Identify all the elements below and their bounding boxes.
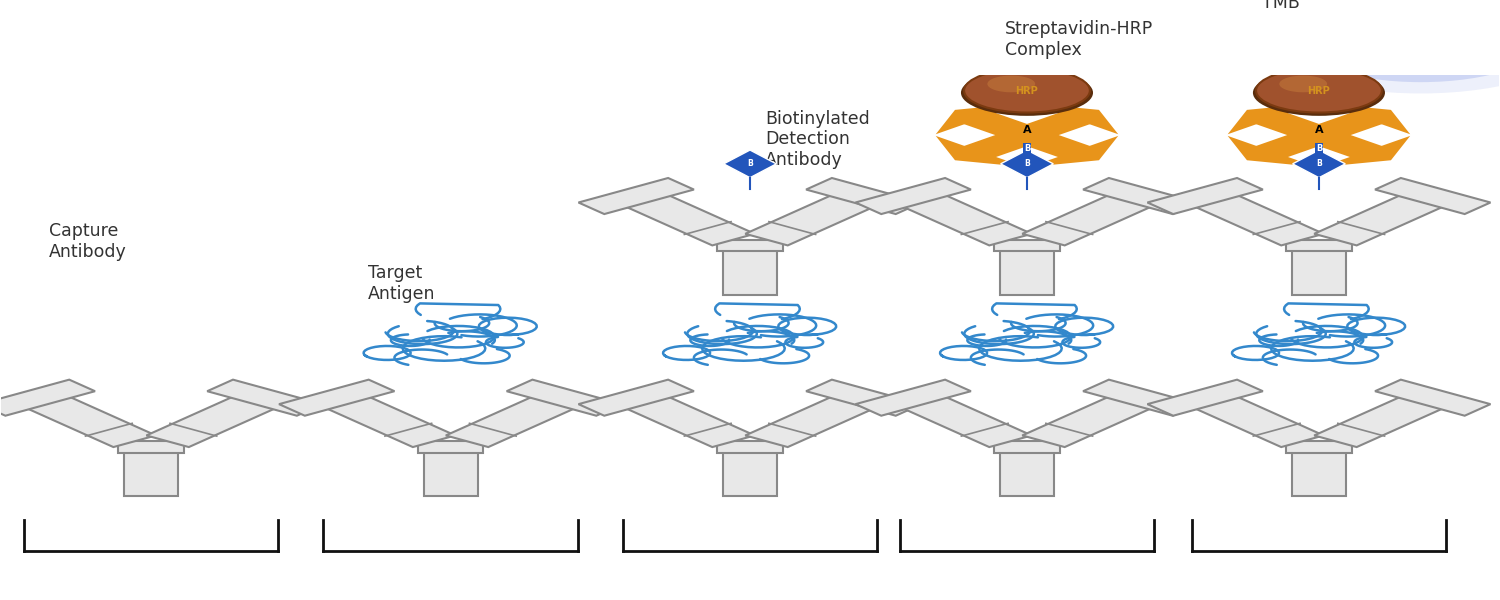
Polygon shape — [1011, 130, 1094, 158]
Polygon shape — [717, 441, 783, 453]
Polygon shape — [147, 394, 280, 447]
Polygon shape — [417, 441, 483, 453]
Circle shape — [1252, 70, 1384, 116]
Polygon shape — [1148, 380, 1263, 416]
Polygon shape — [207, 380, 322, 416]
Polygon shape — [717, 239, 783, 251]
Polygon shape — [994, 441, 1060, 453]
Text: Target
Antigen: Target Antigen — [368, 264, 435, 302]
Polygon shape — [1286, 441, 1352, 453]
Polygon shape — [1000, 150, 1053, 178]
Circle shape — [1377, 23, 1464, 53]
Circle shape — [1412, 35, 1430, 41]
Text: B: B — [1024, 143, 1030, 152]
Polygon shape — [620, 394, 754, 447]
Polygon shape — [1190, 193, 1323, 245]
Polygon shape — [723, 150, 777, 178]
Polygon shape — [746, 193, 880, 245]
Text: B: B — [1024, 160, 1030, 169]
Circle shape — [962, 70, 1094, 116]
Polygon shape — [1376, 380, 1491, 416]
Polygon shape — [1022, 394, 1156, 447]
Polygon shape — [279, 380, 394, 416]
Polygon shape — [936, 103, 1024, 134]
Polygon shape — [423, 449, 477, 496]
Text: B: B — [1316, 160, 1322, 169]
Polygon shape — [124, 449, 178, 496]
Polygon shape — [21, 394, 156, 447]
Polygon shape — [806, 380, 921, 416]
Polygon shape — [0, 380, 94, 416]
Polygon shape — [1190, 394, 1323, 447]
Polygon shape — [1227, 103, 1317, 134]
Circle shape — [1320, 3, 1500, 73]
Polygon shape — [1029, 103, 1118, 134]
Polygon shape — [1252, 112, 1335, 140]
Text: B: B — [747, 160, 753, 169]
Polygon shape — [960, 130, 1042, 158]
Circle shape — [1256, 68, 1382, 113]
Circle shape — [987, 76, 1035, 92]
Polygon shape — [897, 394, 1032, 447]
Text: HRP: HRP — [1308, 86, 1330, 95]
Polygon shape — [1083, 178, 1198, 214]
Polygon shape — [897, 193, 1032, 245]
Polygon shape — [1292, 449, 1346, 496]
Polygon shape — [960, 112, 1042, 140]
Polygon shape — [1286, 239, 1352, 251]
Circle shape — [1263, 0, 1500, 94]
Text: A: A — [1314, 125, 1323, 135]
Polygon shape — [118, 441, 184, 453]
Circle shape — [964, 68, 1090, 113]
Polygon shape — [507, 380, 622, 416]
Text: Capture
Antibody: Capture Antibody — [50, 222, 128, 261]
Polygon shape — [1011, 112, 1094, 140]
Circle shape — [1400, 31, 1443, 46]
Polygon shape — [855, 178, 970, 214]
Polygon shape — [1314, 193, 1449, 245]
Text: B: B — [1316, 143, 1322, 152]
Polygon shape — [1292, 248, 1346, 295]
Polygon shape — [1029, 136, 1118, 167]
Polygon shape — [620, 193, 754, 245]
Polygon shape — [446, 394, 580, 447]
Polygon shape — [1293, 150, 1346, 178]
Polygon shape — [723, 248, 777, 295]
Polygon shape — [579, 178, 694, 214]
Polygon shape — [855, 380, 970, 416]
Polygon shape — [994, 239, 1060, 251]
Text: TMB: TMB — [1262, 0, 1300, 12]
Polygon shape — [1148, 178, 1263, 214]
Polygon shape — [1304, 130, 1384, 158]
Polygon shape — [1022, 193, 1156, 245]
Circle shape — [1280, 76, 1328, 92]
Polygon shape — [1000, 449, 1054, 496]
Polygon shape — [1314, 394, 1449, 447]
Text: Streptavidin-HRP
Complex: Streptavidin-HRP Complex — [1005, 20, 1154, 59]
Polygon shape — [1322, 103, 1410, 134]
Polygon shape — [579, 380, 694, 416]
Circle shape — [1338, 9, 1500, 67]
Polygon shape — [1000, 248, 1054, 295]
Polygon shape — [1252, 130, 1335, 158]
Polygon shape — [1227, 136, 1317, 167]
Polygon shape — [1083, 380, 1198, 416]
Circle shape — [1294, 0, 1500, 82]
Polygon shape — [1304, 112, 1384, 140]
Polygon shape — [723, 449, 777, 496]
Polygon shape — [806, 178, 921, 214]
Polygon shape — [1376, 178, 1491, 214]
Text: Biotinylated
Detection
Antibody: Biotinylated Detection Antibody — [765, 110, 870, 169]
Text: HRP: HRP — [1016, 86, 1038, 95]
Text: A: A — [1023, 125, 1032, 135]
Polygon shape — [1322, 136, 1410, 167]
Polygon shape — [936, 136, 1024, 167]
Circle shape — [1348, 13, 1492, 64]
Polygon shape — [321, 394, 456, 447]
Polygon shape — [746, 394, 880, 447]
